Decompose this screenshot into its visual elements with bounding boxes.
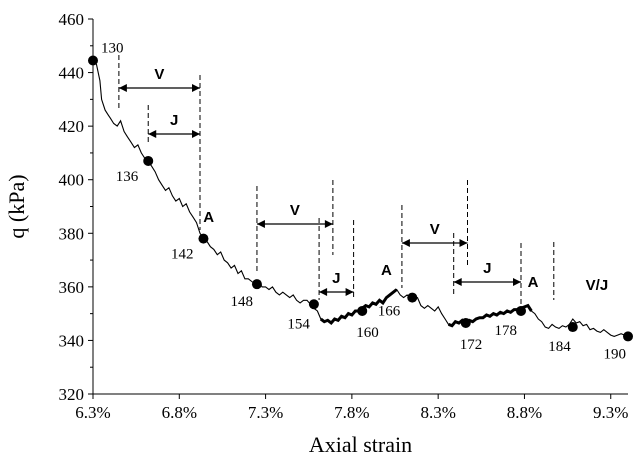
- data-point-label: 190: [604, 346, 627, 362]
- data-point-marker: [407, 292, 418, 303]
- data-point-marker: [251, 279, 262, 290]
- x-tick-label: 9.3%: [593, 403, 628, 422]
- data-point-label: 130: [101, 41, 124, 57]
- zone-labels: A A A V/J: [203, 209, 608, 294]
- data-point-label: 184: [548, 339, 571, 355]
- data-point-label: 166: [378, 304, 401, 320]
- zone-arrow-head-left: [118, 84, 127, 92]
- zone-boundaries: [118, 55, 555, 310]
- y-tick-label: 460: [59, 10, 85, 29]
- y-tick-label: 400: [59, 171, 85, 190]
- zone-arrow-head-right: [513, 278, 521, 286]
- x-tick-label: 6.3%: [75, 403, 110, 422]
- data-point-marker: [623, 331, 633, 342]
- x-axis-ticks: 6.3% 6.8% 7.3% 7.8% 8.3% 8.8% 9.3%: [75, 394, 628, 422]
- zone-arrow-head-right: [192, 84, 200, 92]
- zone-arrow-label: J: [483, 260, 491, 277]
- y-axis-title: q (kPa): [4, 174, 29, 238]
- data-point-marker: [88, 55, 98, 66]
- data-point-label: 172: [460, 337, 483, 353]
- data-markers: 130 136 142 148 154 160 166 172 178 184 190: [88, 41, 633, 362]
- data-point-marker: [198, 233, 209, 244]
- data-point-label: 148: [230, 294, 253, 310]
- zone-arrow-head-left: [256, 220, 265, 228]
- zone-arrow-label: J: [332, 270, 340, 287]
- data-point-label: 160: [356, 325, 379, 341]
- zone-arrow-head-right: [345, 288, 354, 296]
- x-tick-label: 7.8%: [334, 403, 369, 422]
- data-point-marker: [357, 305, 368, 316]
- zone-arrow-head-right: [459, 239, 468, 247]
- zone-region-label: A: [381, 262, 392, 279]
- data-point-label: 142: [171, 247, 194, 263]
- zone-region-label: A: [203, 209, 214, 226]
- data-point-marker: [308, 299, 319, 310]
- zone-arrow-head-right: [192, 130, 200, 138]
- zone-arrow-head-left: [401, 239, 410, 247]
- zone-arrow-head-left: [453, 278, 462, 286]
- zone-arrow-label: V: [154, 66, 164, 83]
- x-tick-label: 7.3%: [248, 403, 283, 422]
- y-tick-label: 360: [59, 278, 85, 297]
- zone-arrow-head-right: [324, 220, 333, 228]
- data-point-marker: [567, 322, 578, 333]
- y-tick-label: 420: [59, 117, 85, 136]
- data-point-marker: [516, 305, 526, 316]
- zone-region-label: A: [528, 274, 539, 291]
- zone-arrow-head-left: [148, 130, 157, 138]
- y-tick-label: 320: [59, 385, 85, 404]
- zone-arrows: V J V J V J: [118, 66, 521, 296]
- data-series-line: [92, 60, 629, 337]
- data-point-marker: [460, 318, 471, 329]
- zone-arrow-label: V: [290, 202, 300, 219]
- data-point-marker: [143, 155, 154, 166]
- data-point-label: 154: [287, 316, 310, 332]
- x-tick-label: 8.3%: [420, 403, 455, 422]
- zone-arrow-label: J: [170, 112, 178, 129]
- data-point-label: 136: [116, 169, 139, 185]
- data-point-label: 178: [495, 323, 518, 339]
- y-tick-label: 380: [59, 224, 85, 243]
- y-tick-label: 440: [59, 64, 85, 83]
- x-tick-label: 8.8%: [507, 403, 542, 422]
- plot-area: 320 340 360 380 400 420 440 460 6.3% 6.8% 7.3% 7.8…: [59, 10, 633, 422]
- y-axis-ticks: 320 340 360 380 400 420 440 460: [59, 10, 93, 404]
- x-tick-label: 6.8%: [162, 403, 197, 422]
- x-axis-title: Axial strain: [309, 432, 412, 457]
- zone-arrow-head-left: [319, 288, 328, 296]
- zone-arrow-label: V: [430, 221, 440, 238]
- y-tick-label: 340: [59, 331, 85, 350]
- zone-region-label: V/J: [586, 277, 609, 294]
